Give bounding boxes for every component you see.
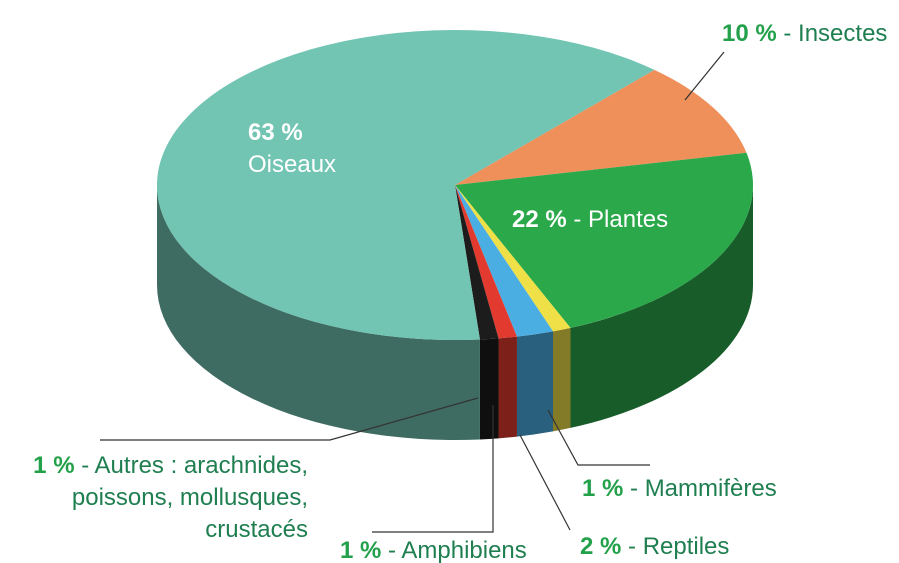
label-part: -	[776, 20, 799, 47]
slice-label: 1 % - Mammifères	[582, 473, 777, 505]
pie-side	[479, 338, 499, 440]
slice-label: 1 % - Amphibiens	[340, 535, 527, 563]
label-part: Insectes	[798, 20, 888, 47]
slice-label: 10 % - Insectes	[722, 18, 887, 50]
pie-side	[553, 327, 571, 432]
pie-side	[157, 185, 480, 441]
pie-slice	[455, 69, 747, 185]
leader-line	[519, 434, 571, 531]
slice-label: 1 % - Autres : arachnides, poissons, mol…	[3, 450, 308, 546]
label-part: Oiseaux	[248, 151, 337, 178]
label-part: -	[381, 537, 402, 563]
leader-line	[684, 51, 725, 101]
label-part: -	[621, 533, 643, 560]
pie-slice	[455, 185, 517, 339]
label-part: 2 %	[580, 533, 622, 560]
label-part: Plantes	[588, 206, 669, 233]
label-part: 1 %	[582, 475, 624, 502]
pie-slice	[157, 30, 655, 340]
slice-label: 22 % - Plantes	[512, 204, 668, 236]
label-part: -	[74, 452, 95, 479]
pie-slice	[455, 185, 499, 340]
leader-line	[372, 405, 494, 533]
slice-label: 63 % Oiseaux	[248, 117, 336, 181]
slice-label: 2 % - Reptiles	[580, 531, 729, 563]
leader-line	[547, 409, 650, 466]
label-part: 63 %	[248, 119, 303, 146]
pie-side	[516, 331, 554, 437]
pie-side	[498, 336, 517, 439]
pie-slice	[455, 185, 554, 337]
label-part: Autres : arachnides, poissons, mollusque…	[71, 452, 308, 543]
label-part: 1 %	[340, 537, 382, 563]
leader-line	[100, 397, 479, 441]
pie-side	[570, 185, 753, 428]
pie-slice	[455, 185, 571, 332]
label-part: -	[566, 206, 589, 233]
label-part: 10 %	[722, 20, 777, 47]
label-part: -	[623, 475, 645, 502]
label-part: Amphibiens	[401, 537, 527, 563]
label-part: Mammifères	[644, 475, 777, 502]
label-part: Reptiles	[642, 533, 730, 560]
pie-slice	[455, 152, 753, 328]
label-part: 22 %	[512, 206, 567, 233]
label-part: 1 %	[33, 452, 75, 479]
